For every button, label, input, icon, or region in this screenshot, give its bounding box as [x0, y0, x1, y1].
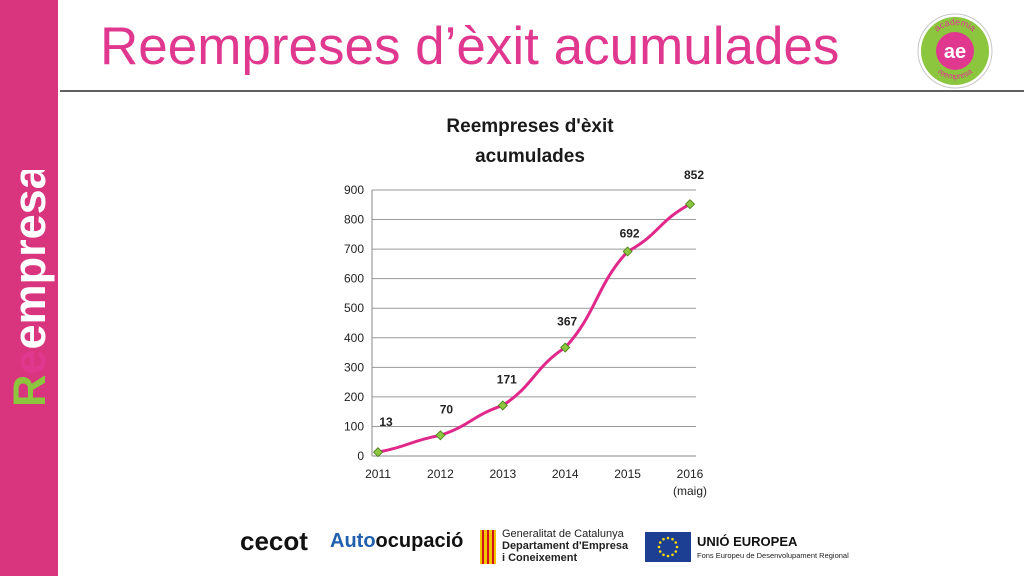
eu-star [662, 553, 665, 557]
x-tick-label: 2014 [552, 467, 579, 481]
senyera-icon [480, 530, 496, 564]
eu-star [671, 537, 674, 541]
eu-star [674, 550, 678, 553]
badge-top-text: academia [932, 17, 978, 34]
data-point-marker [497, 400, 508, 411]
sidebar: Reempresa [0, 0, 58, 576]
y-tick-label: 700 [344, 242, 364, 256]
x-tick-label: 2013 [489, 467, 516, 481]
data-point-marker [560, 342, 571, 353]
x-tick-label: 2012 [427, 467, 454, 481]
badge-bottom-text: reempresa [936, 67, 974, 82]
y-tick-label: 600 [344, 272, 364, 286]
page-title: Reempreses d’èxit acumulades [100, 17, 840, 76]
x-tick-label: 2015 [614, 467, 641, 481]
data-label: 692 [620, 226, 640, 240]
x-tick-label: 2011 [365, 467, 391, 481]
data-point-marker [372, 447, 384, 458]
footer-logos: cecot Autoocupació Generalitat de Catalu… [0, 520, 1024, 576]
y-tick-label: 100 [344, 419, 364, 433]
y-tick-label: 200 [344, 390, 364, 404]
data-label: 852 [684, 168, 704, 182]
header-divider [60, 90, 1024, 92]
badge-monogram: ae [944, 41, 966, 63]
eu-star [658, 541, 662, 544]
reempresa-logo-text: Reempresa [4, 170, 55, 407]
eu-flag-icon [645, 532, 691, 562]
autoocupacio-prefix: Auto [330, 530, 376, 552]
y-tick-label: 900 [344, 183, 364, 197]
data-point-marker [622, 246, 633, 257]
eu-star [666, 554, 670, 558]
data-label: 13 [379, 415, 393, 429]
eu-star [675, 545, 679, 549]
generalitat-line3: i Coneixement [502, 552, 578, 564]
y-tick-label: 0 [357, 449, 364, 463]
academia-reempresa-badge: academia ae reempresa [917, 13, 993, 89]
eu-subtitle: Fons Europeu de Desenvolupament Regional [697, 551, 849, 560]
y-tick-label: 300 [344, 360, 364, 374]
y-tick-label: 500 [344, 301, 364, 315]
line-chart: 0 100 200 300 400 500 600 700 800 900 2011 2012 2013… [344, 168, 707, 498]
cecot-logo: cecot [240, 526, 308, 557]
data-point-marker [684, 199, 696, 210]
data-label: 367 [557, 315, 577, 329]
x-tick-label: (maig) [673, 484, 707, 498]
data-label: 70 [440, 402, 454, 416]
eu-star [658, 550, 662, 553]
reempresa-logo: Reempresa [4, 170, 55, 407]
cecot-logo-text: cecot [240, 526, 308, 556]
generalitat-line1: Generalitat de Catalunya [502, 528, 624, 540]
y-tick-label: 400 [344, 331, 364, 345]
data-label: 171 [497, 372, 517, 386]
y-tick-label: 800 [344, 213, 364, 227]
eu-star [674, 541, 678, 544]
data-point-marker [435, 430, 446, 441]
x-tick-label: 2016 [677, 467, 704, 481]
autoocupacio-suffix: ocupació [375, 530, 464, 552]
generalitat-line2: Departament d'Empresa [502, 540, 629, 552]
eu-title: UNIÓ EUROPEA [697, 534, 798, 549]
eu-star [666, 536, 670, 540]
eu-star [657, 545, 661, 549]
chart-title: Reempreses d'èxit acumulades [446, 116, 614, 167]
eu-star [671, 553, 674, 557]
series-line [377, 202, 691, 454]
eu-star [662, 537, 665, 541]
autoocupacio-logo: Autoocupació [330, 530, 463, 553]
